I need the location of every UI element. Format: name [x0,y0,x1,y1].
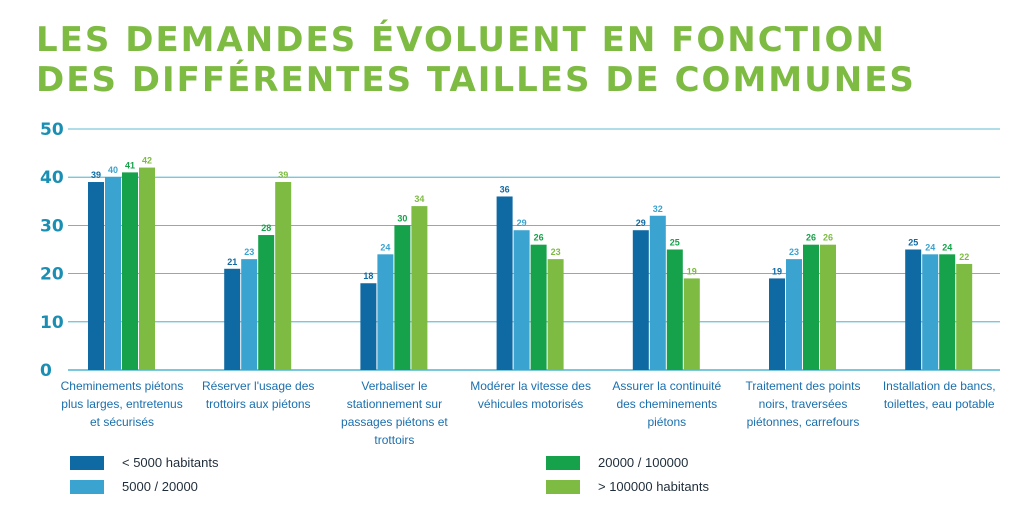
category-label-7: Installation de bancs, toilettes, eau pot… [883,379,996,411]
data-label-cat5-series3: 25 [670,238,680,248]
category-label-2-line-2: trottoirs aux piétons [206,397,311,411]
bar-cat2-series2 [241,259,258,370]
data-label-cat1-series4: 42 [142,156,152,166]
data-label-cat6-series2: 23 [789,247,799,257]
category-label-3-line-4: trottoirs [374,433,414,447]
bar-cat1-series3 [122,172,138,370]
chart-title-line-2: DES DIFFÉRENTES TAILLES DE COMMUNES [36,60,916,100]
category-label-3: Verbaliser le stationnement sur passages p… [341,379,448,447]
data-label-cat5-series4: 19 [687,266,697,276]
bar-cat2-series1 [224,268,241,370]
bar-cat3-series4 [411,206,428,370]
category-label-6-line-2: noirs, traversées [759,397,848,411]
y-tick-label-0: 0 [40,361,52,381]
data-label-cat1-series3: 41 [125,160,135,170]
bar-cat1-series1 [88,182,104,370]
data-label-cat6-series3: 26 [806,233,816,243]
y-tick-label-30: 30 [40,216,64,236]
bar-cat5-series4 [683,278,700,370]
category-label-6: Traitement des points noirs, traversées pi… [746,379,861,429]
data-label-cat2-series2: 23 [244,247,254,257]
data-label-cat2-series1: 21 [227,257,237,267]
y-tick-label-40: 40 [40,168,64,188]
bar-cat6-series1 [769,278,785,370]
data-label-cat7-series2: 24 [925,242,935,252]
bar-cat4-series4 [547,259,564,370]
bar-cat7-series1 [905,249,922,370]
bar-cat1-series4 [139,167,155,370]
category-label-4: Modérer la vitesse des véhicules motorisé… [470,379,591,411]
bar-cat5-series2 [649,215,666,370]
bar-cat4-series3 [530,244,547,370]
bar-cat6-series2 [786,259,802,370]
bar-cat2-series4 [275,182,292,370]
bar-cat5-series1 [632,230,649,370]
category-label-3-line-2: stationnement sur [347,397,442,411]
bar-cat3-series3 [394,225,411,370]
bar-cat7-series2 [922,254,939,370]
data-label-cat3-series3: 30 [397,213,407,223]
category-label-3-line-1: Verbaliser le [361,379,427,393]
bar-cat7-series4 [956,263,973,370]
category-label-2: Réserver l'usage des trottoirs aux piéton… [202,379,314,411]
category-label-6-line-1: Traitement des points [746,379,861,393]
category-label-1-line-3: et sécurisés [90,415,154,429]
data-label-cat6-series1: 19 [772,266,782,276]
category-label-7-line-1: Installation de bancs, [883,379,996,393]
data-label-cat4-series3: 26 [534,233,544,243]
bar-cat3-series2 [377,254,394,370]
data-label-cat7-series1: 25 [908,238,918,248]
category-label-5: Assurer la continuité des cheminements pié… [612,379,721,429]
category-label-7-line-2: toilettes, eau potable [884,397,995,411]
category-label-4-line-1: Modérer la vitesse des [470,379,591,393]
data-label-cat1-series2: 40 [108,165,118,175]
data-label-cat2-series4: 39 [278,170,288,180]
chart-title-line-1: LES DEMANDES ÉVOLUENT EN FONCTION [36,20,886,60]
category-label-1: Cheminements piétons plus larges, entrete… [61,379,184,429]
data-label-cat2-series3: 28 [261,223,271,233]
category-label-1-line-1: Cheminements piétons [61,379,184,393]
data-label-cat5-series1: 29 [636,218,646,228]
category-label-1-line-2: plus larges, entretenus [61,397,182,411]
category-label-3-line-3: passages piétons et [341,415,448,429]
data-label-cat3-series4: 34 [414,194,424,204]
bar-cat3-series1 [360,283,377,370]
data-label-cat4-series1: 36 [500,184,510,194]
y-tick-label-50: 50 [40,120,64,140]
bar-cat5-series3 [666,249,683,370]
data-label-cat7-series4: 22 [959,252,969,262]
category-label-6-line-3: piétonnes, carrefours [747,415,860,429]
bar-cat7-series3 [939,254,956,370]
data-label-cat1-series1: 39 [91,170,101,180]
bar-cat2-series3 [258,235,275,370]
chart-title: LES DEMANDES ÉVOLUENT EN FONCTION DES DI… [36,20,916,100]
data-label-cat3-series1: 18 [363,271,373,281]
data-label-cat4-series4: 23 [551,247,561,257]
category-label-2-line-1: Réserver l'usage des [202,379,314,393]
bar-cat4-series1 [496,196,513,370]
bar-cat1-series2 [105,177,121,370]
bar-cat6-series4 [820,244,836,370]
data-label-cat7-series3: 24 [942,242,952,252]
category-label-4-line-2: véhicules motorisés [478,397,583,411]
data-label-cat3-series2: 24 [380,242,390,252]
data-label-cat5-series2: 32 [653,204,663,214]
y-tick-label-20: 20 [40,265,64,285]
y-tick-label-10: 10 [40,313,64,333]
category-label-5-line-1: Assurer la continuité [612,379,721,393]
bar-cat6-series3 [803,244,819,370]
data-label-cat6-series4: 26 [823,233,833,243]
category-label-5-line-3: piétons [647,415,686,429]
category-label-5-line-2: des cheminements [616,397,717,411]
bar-cat4-series2 [513,230,530,370]
data-label-cat4-series2: 29 [517,218,527,228]
